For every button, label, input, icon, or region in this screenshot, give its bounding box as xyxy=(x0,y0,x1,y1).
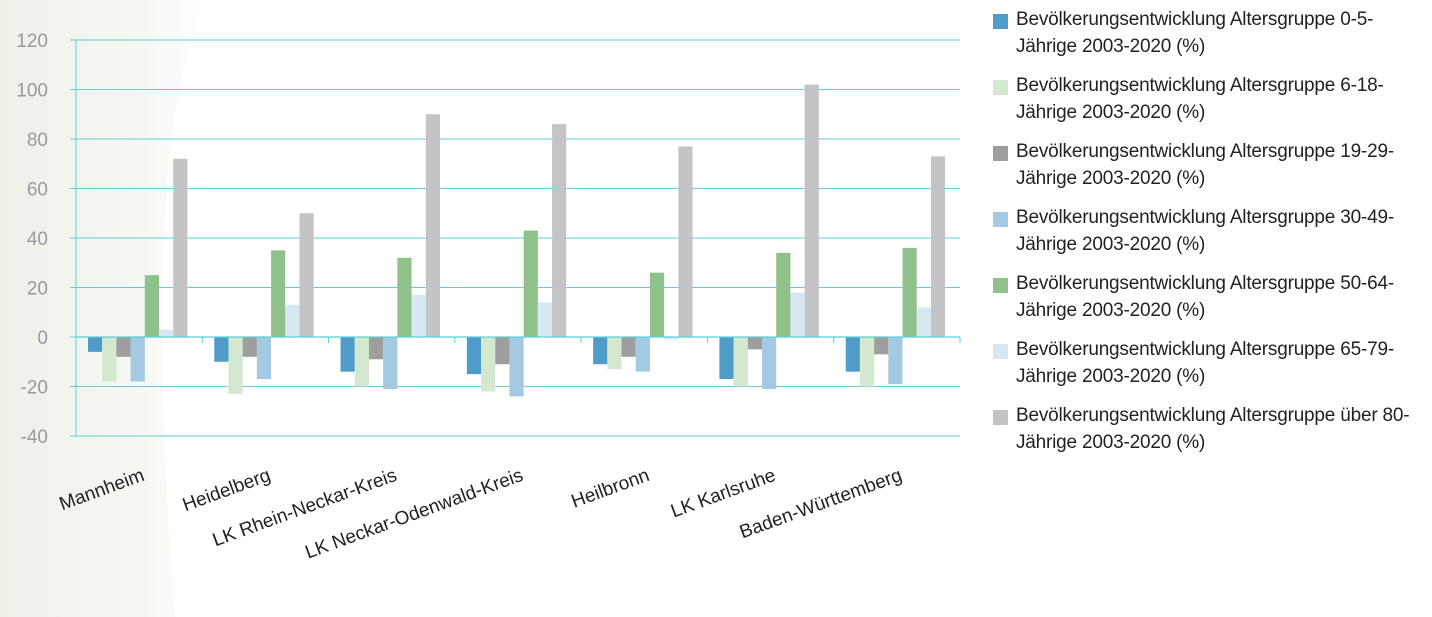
legend-swatch xyxy=(993,80,1008,95)
bar xyxy=(678,146,693,337)
y-tick-label: 80 xyxy=(27,130,48,151)
x-category-label: Heilbronn xyxy=(569,465,653,513)
bar xyxy=(859,337,875,387)
legend-swatch xyxy=(993,410,1008,425)
bar xyxy=(874,337,889,355)
legend: Bevölkerungsentwicklung Altersgruppe 0-5… xyxy=(993,6,1432,468)
legend-item: Bevölkerungsentwicklung Altersgruppe 50-… xyxy=(993,270,1432,324)
legend-swatch xyxy=(993,278,1008,293)
bar xyxy=(719,337,734,380)
background-decoration xyxy=(0,0,205,617)
bar xyxy=(509,337,524,397)
bar xyxy=(354,337,369,387)
legend-item: Bevölkerungsentwicklung Altersgruppe 30-… xyxy=(993,204,1432,258)
bar xyxy=(88,337,103,352)
y-tick-label: 100 xyxy=(16,81,48,102)
y-tick-label: 40 xyxy=(27,229,48,250)
legend-label: Bevölkerungsentwicklung Altersgruppe 30-… xyxy=(1016,207,1394,255)
legend-label: Bevölkerungsentwicklung Altersgruppe 65-… xyxy=(1016,339,1394,387)
y-tick-label: -40 xyxy=(21,427,48,448)
bar xyxy=(411,294,426,337)
bar xyxy=(776,252,791,337)
legend-item: Bevölkerungsentwicklung Altersgruppe 65-… xyxy=(993,336,1432,390)
bar xyxy=(159,329,174,337)
bar xyxy=(537,302,553,337)
bar xyxy=(888,337,903,385)
legend-item: Bevölkerungsentwicklung Altersgruppe 0-5… xyxy=(993,6,1432,60)
bar xyxy=(930,156,946,337)
bar xyxy=(664,337,679,340)
bar xyxy=(902,247,917,337)
bar xyxy=(593,337,608,365)
bar xyxy=(425,114,440,337)
bar xyxy=(144,275,159,338)
bar xyxy=(116,337,131,357)
bar xyxy=(271,250,286,338)
bar xyxy=(130,337,145,382)
legend-swatch xyxy=(993,14,1008,29)
legend-label: Bevölkerungsentwicklung Altersgruppe 19-… xyxy=(1016,141,1394,189)
bar xyxy=(733,337,748,387)
bar xyxy=(214,337,229,362)
bar xyxy=(466,337,482,375)
legend-item: Bevölkerungsentwicklung Altersgruppe übe… xyxy=(993,402,1432,456)
bar xyxy=(621,337,636,357)
bar xyxy=(649,272,665,337)
legend-label: Bevölkerungsentwicklung Altersgruppe 50-… xyxy=(1016,273,1394,321)
bar xyxy=(916,307,931,337)
bar xyxy=(102,337,117,382)
legend-swatch xyxy=(993,146,1008,161)
bar xyxy=(495,337,510,365)
y-tick-label: -20 xyxy=(21,378,48,399)
legend-label: Bevölkerungsentwicklung Altersgruppe übe… xyxy=(1016,405,1410,453)
bar xyxy=(397,257,412,337)
legend-swatch xyxy=(993,212,1008,227)
bar xyxy=(635,337,650,372)
legend-label: Bevölkerungsentwicklung Altersgruppe 0-5… xyxy=(1016,9,1374,57)
bar xyxy=(285,304,300,337)
bar xyxy=(242,337,257,357)
bar xyxy=(299,213,314,337)
y-tick-label: 0 xyxy=(37,328,48,349)
bar xyxy=(173,158,188,337)
bar xyxy=(256,337,272,380)
bar xyxy=(607,337,622,370)
legend-label: Bevölkerungsentwicklung Altersgruppe 6-1… xyxy=(1016,75,1384,123)
bar xyxy=(481,337,496,392)
bar xyxy=(762,337,777,389)
bar xyxy=(790,292,805,337)
x-category-label: LK Neckar-Odenwald-Kreis xyxy=(303,465,527,563)
y-tick-label: 60 xyxy=(27,180,48,201)
legend-item: Bevölkerungsentwicklung Altersgruppe 6-1… xyxy=(993,72,1432,126)
x-category-label: Heidelberg xyxy=(180,465,274,516)
bar xyxy=(383,337,398,389)
bar xyxy=(747,337,763,350)
bar xyxy=(845,337,860,372)
bar xyxy=(228,337,243,394)
legend-item: Bevölkerungsentwicklung Altersgruppe 19-… xyxy=(993,138,1432,192)
bar xyxy=(804,84,819,337)
legend-swatch xyxy=(993,344,1008,359)
y-tick-label: 20 xyxy=(27,279,48,300)
y-tick-label: 120 xyxy=(16,31,48,52)
bar xyxy=(552,124,567,338)
bar xyxy=(368,337,384,360)
bar xyxy=(340,337,355,372)
bar xyxy=(523,230,538,337)
